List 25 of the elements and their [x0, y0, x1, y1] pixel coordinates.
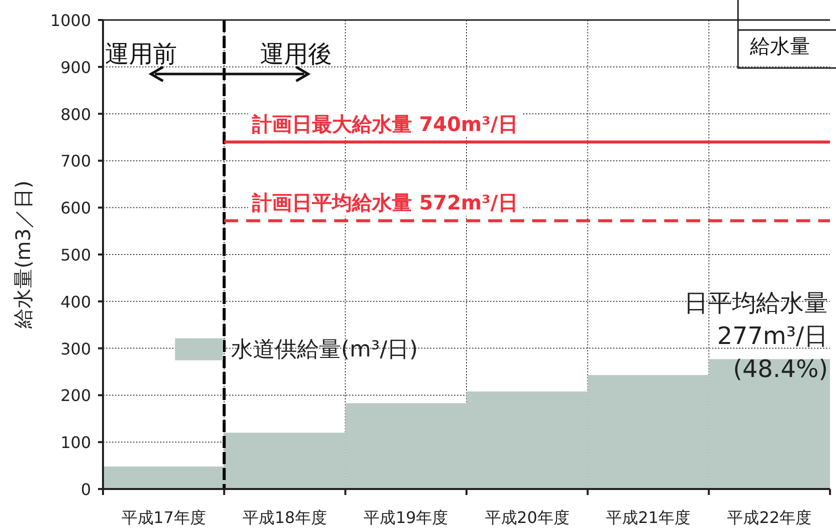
y-tick-label: 800 — [60, 104, 91, 124]
x-tick-label: 平成19年度 — [364, 508, 448, 527]
x-tick-label: 平成17年度 — [121, 508, 206, 527]
annotation: 運用後 — [260, 40, 332, 68]
annotation: 日平均給水量 277m³/日 (48.4%) — [684, 289, 828, 384]
y-axis-title: 給水量(m3／日) — [11, 180, 35, 330]
annotation: 給水量 — [749, 34, 810, 58]
y-tick-label: 0 — [80, 480, 91, 499]
y-tick-label: 300 — [60, 339, 91, 358]
annotation: 運用前 — [105, 40, 177, 68]
y-tick-label: 200 — [60, 386, 91, 406]
x-tick-label: 平成22年度 — [727, 508, 812, 527]
y-tick-label: 600 — [60, 198, 91, 218]
y-tick-label: 900 — [60, 58, 91, 77]
x-tick-label: 平成21年度 — [606, 508, 690, 527]
ref-line-label: 計画日平均給水量 572m³/日 — [251, 190, 518, 215]
legend-label: 水道供給量(m³/日) — [231, 337, 418, 362]
y-tick-label: 1000 — [50, 11, 91, 30]
y-tick-label: 500 — [60, 246, 91, 264]
x-tick-label: 平成18年度 — [242, 508, 327, 527]
x-tick-label: 平成20年度 — [484, 508, 570, 527]
y-tick-label: 100 — [60, 433, 91, 452]
y-tick-label: 700 — [60, 152, 91, 171]
y-tick-label: 400 — [60, 292, 91, 312]
ref-line-label: 計画日最大給水量 740m³/日 — [251, 112, 518, 136]
